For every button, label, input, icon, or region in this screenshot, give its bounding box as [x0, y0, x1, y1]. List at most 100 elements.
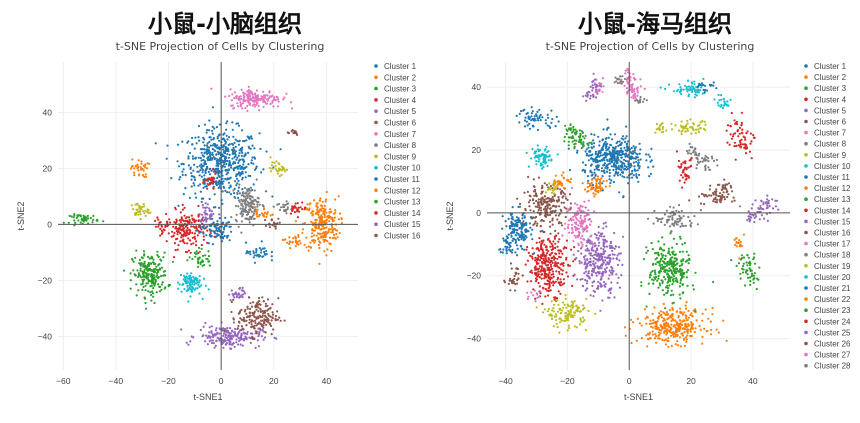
data-point	[545, 282, 548, 286]
data-point	[174, 227, 177, 230]
data-point	[663, 262, 666, 265]
data-point	[662, 254, 665, 257]
data-point	[675, 267, 679, 271]
data-point	[163, 251, 166, 254]
data-point	[230, 99, 233, 102]
data-point	[679, 90, 682, 93]
data-point	[668, 225, 672, 228]
data-point	[664, 330, 668, 333]
data-point	[130, 257, 134, 261]
data-point	[587, 179, 590, 182]
data-point	[542, 208, 546, 211]
data-point	[666, 273, 669, 276]
data-point	[215, 164, 218, 167]
data-point	[636, 317, 639, 320]
data-point	[559, 256, 562, 259]
data-point	[237, 205, 240, 208]
data-point	[620, 153, 623, 156]
data-point	[164, 224, 167, 227]
data-point	[259, 147, 262, 150]
data-point	[230, 310, 233, 314]
data-point	[540, 187, 544, 190]
data-point	[237, 154, 240, 157]
data-point	[680, 120, 683, 123]
data-point	[564, 316, 567, 320]
data-point	[271, 195, 274, 198]
data-point	[242, 210, 245, 213]
data-point	[208, 140, 211, 143]
data-point	[253, 261, 257, 264]
data-point	[582, 161, 585, 164]
data-point	[581, 205, 584, 208]
data-point	[636, 153, 639, 156]
data-point	[210, 176, 213, 179]
data-point	[604, 270, 607, 273]
data-point	[196, 234, 199, 237]
legend-marker	[374, 233, 378, 238]
data-point	[204, 206, 207, 209]
data-point	[551, 245, 554, 248]
data-point	[569, 206, 572, 209]
data-point	[674, 260, 677, 263]
data-point	[223, 156, 226, 160]
data-point	[224, 343, 227, 346]
data-point	[210, 87, 213, 90]
series-cluster-9	[130, 156, 289, 221]
data-point	[684, 130, 687, 133]
data-point	[225, 128, 228, 131]
data-point	[248, 93, 251, 96]
data-point	[153, 301, 156, 305]
data-point	[655, 320, 659, 323]
data-point	[280, 169, 283, 172]
data-point	[203, 123, 206, 126]
data-point	[227, 181, 231, 184]
data-point	[309, 241, 312, 244]
data-point	[678, 264, 681, 267]
data-point	[593, 171, 596, 174]
data-point	[546, 205, 549, 208]
data-point	[613, 174, 616, 177]
data-point	[324, 231, 327, 234]
data-point	[558, 317, 561, 320]
data-point	[226, 171, 229, 174]
data-point	[678, 270, 681, 273]
data-point	[241, 102, 245, 105]
data-point	[244, 106, 247, 110]
data-point	[249, 198, 252, 201]
data-point	[556, 326, 559, 329]
data-point	[255, 212, 258, 215]
data-point	[518, 202, 522, 206]
data-point	[145, 272, 148, 275]
data-point	[137, 165, 140, 168]
data-point	[587, 309, 590, 313]
data-point	[267, 314, 270, 317]
data-point	[675, 327, 679, 330]
data-point	[664, 254, 667, 257]
data-point	[251, 202, 254, 205]
data-point	[584, 329, 588, 332]
data-point	[182, 235, 185, 238]
data-point	[566, 226, 570, 229]
data-point	[228, 143, 231, 146]
data-point	[686, 259, 689, 262]
data-point	[670, 344, 673, 348]
data-point	[602, 85, 605, 88]
data-point	[137, 159, 140, 162]
data-point	[216, 176, 219, 180]
data-point	[561, 273, 564, 276]
data-point	[156, 254, 159, 257]
data-point	[289, 247, 292, 250]
data-point	[592, 243, 595, 246]
data-point	[553, 315, 557, 318]
data-point	[133, 212, 137, 215]
data-point	[557, 198, 561, 201]
data-point	[651, 326, 655, 329]
data-point	[239, 207, 242, 210]
data-point	[228, 161, 231, 165]
data-point	[674, 335, 677, 338]
data-point	[210, 325, 213, 328]
data-point	[587, 249, 591, 252]
data-point	[174, 249, 177, 252]
data-point	[632, 152, 635, 155]
data-point	[607, 289, 610, 292]
